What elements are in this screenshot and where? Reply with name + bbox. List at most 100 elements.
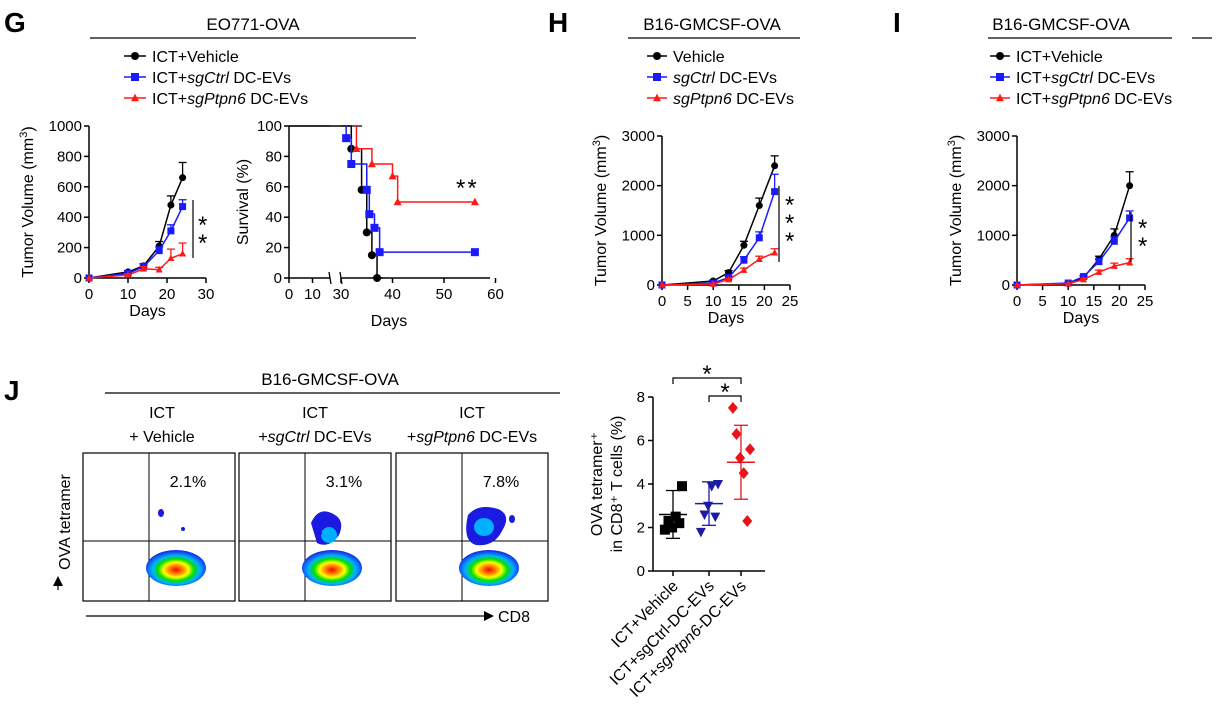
flow-density	[459, 550, 519, 586]
flow-density	[302, 550, 362, 586]
y-tick-label: 2000	[622, 178, 655, 195]
flow-plot-frame	[82, 452, 236, 602]
data-point	[740, 241, 748, 249]
flow-header-line1: ICT	[302, 405, 328, 422]
chart-g-survival: 0 20 40 60 80 100 0 10 30 40 50 60 Days Survival (%) *…	[235, 118, 504, 330]
data-point	[740, 256, 748, 264]
x-tick-label: 30	[198, 286, 215, 303]
sig-star-top: *	[702, 361, 711, 388]
legend-label: ICT+sgPtpn6 DC-EVs	[152, 91, 308, 108]
x-tick-label: 0	[285, 286, 293, 303]
sig-stars-1: *	[1138, 233, 1147, 260]
x-axis-label: Days	[1063, 310, 1099, 327]
flow-percent: 3.1%	[326, 474, 362, 491]
y-tick-label: 1000	[622, 227, 655, 244]
dot-point	[670, 511, 681, 522]
legend-label: sgCtrl DC-EVs	[673, 70, 777, 87]
sig-stars-0: *	[785, 192, 794, 219]
data-point	[755, 202, 763, 210]
dot-point	[699, 510, 710, 520]
legend-marker	[996, 93, 1004, 102]
data-point	[1095, 258, 1103, 266]
censor-point	[370, 223, 379, 232]
data-point	[709, 280, 717, 287]
x-arrow-head	[484, 611, 494, 621]
legend-label: ICT+sgCtrl DC-EVs	[1016, 70, 1155, 87]
panel-label-h: H	[548, 7, 568, 38]
flow-tail-core	[474, 518, 494, 536]
x-tick-label: 25	[782, 293, 799, 310]
censor-point	[365, 210, 374, 219]
censor-point	[367, 251, 376, 260]
y-axis-label-line2: in CD8⁺ T cells (%)	[609, 416, 626, 553]
data-point	[167, 201, 175, 209]
flow-header-line2: +sgPtpn6 DC-EVs	[407, 429, 537, 446]
data-point	[1013, 281, 1021, 288]
data-point	[167, 254, 175, 262]
y-tick-label: 0	[1002, 277, 1010, 294]
legend-label: ICT+Vehicle	[152, 49, 239, 66]
y-tick-label: 0	[637, 563, 645, 580]
panel-label-i: I	[893, 7, 901, 38]
y-tick-label: 20	[265, 240, 282, 257]
y-axis-label-line1: OVA tetramer⁺	[589, 432, 606, 536]
flow-percent: 7.8%	[483, 474, 519, 491]
flow-event	[509, 515, 515, 523]
x-axis-label: Days	[708, 310, 744, 327]
y-tick-label: 2000	[977, 178, 1010, 195]
series-line-1	[88, 206, 184, 279]
dot-point	[667, 522, 678, 533]
censor-point	[373, 274, 382, 282]
y-tick-label: 3000	[977, 128, 1010, 145]
dot-point	[745, 443, 755, 456]
series-line-2	[88, 252, 183, 279]
flow-tail-core	[321, 527, 337, 543]
x-tick-label: 10	[705, 293, 722, 310]
legend-marker	[996, 52, 1004, 60]
y-tick-label: 100	[257, 118, 282, 135]
x-tick-label: 15	[730, 293, 747, 310]
data-point	[1095, 268, 1103, 275]
flow-density	[146, 550, 206, 586]
chart-title: B16-GMCSF-OVA	[992, 15, 1130, 34]
data-point	[1064, 279, 1072, 287]
series-line-1	[1016, 217, 1131, 286]
survival-curve-2	[355, 126, 475, 203]
chart-i-tumor-growth: B16-GMCSF-OVA ICT+Vehicle ICT+sgCtrl DC-EV…	[946, 15, 1212, 327]
legend-marker	[653, 52, 661, 60]
dot-point	[727, 401, 738, 414]
censor-point	[393, 197, 402, 206]
y-axis-label: Tumor Volume (mm3)	[591, 135, 610, 286]
x-tick-label: 10	[304, 286, 321, 303]
legend-label: ICT+Vehicle	[1016, 49, 1103, 66]
flow-y-label: OVA tetramer	[57, 473, 74, 569]
x-tick-label: 10	[120, 286, 137, 303]
sig-bracket-top	[672, 377, 742, 384]
flow-header-line1: ICT	[459, 405, 485, 422]
data-point	[1080, 275, 1088, 283]
x-tick-label: 0	[85, 286, 93, 303]
x-axis-label: Days	[371, 313, 407, 330]
censor-point	[342, 134, 351, 143]
y-arrow-head	[53, 576, 63, 586]
x-tick-label: 30	[333, 286, 350, 303]
data-point	[155, 265, 163, 273]
data-point	[179, 203, 187, 211]
x-tick-label: 20	[756, 293, 773, 310]
sig-stars: **	[456, 175, 479, 202]
censor-point	[470, 248, 479, 257]
y-tick-label: 1000	[49, 118, 82, 135]
legend-label: Vehicle	[673, 49, 725, 66]
x-tick-label: 40	[384, 286, 401, 303]
dot-point	[663, 515, 674, 526]
censor-point	[388, 171, 397, 180]
data-point	[771, 188, 779, 196]
x-tick-label: 10	[1060, 293, 1077, 310]
dot-point	[742, 514, 753, 527]
data-point	[179, 174, 187, 182]
data-point	[124, 271, 132, 278]
y-tick-label: 3000	[622, 128, 655, 145]
sig-stars-1: *	[198, 230, 207, 257]
